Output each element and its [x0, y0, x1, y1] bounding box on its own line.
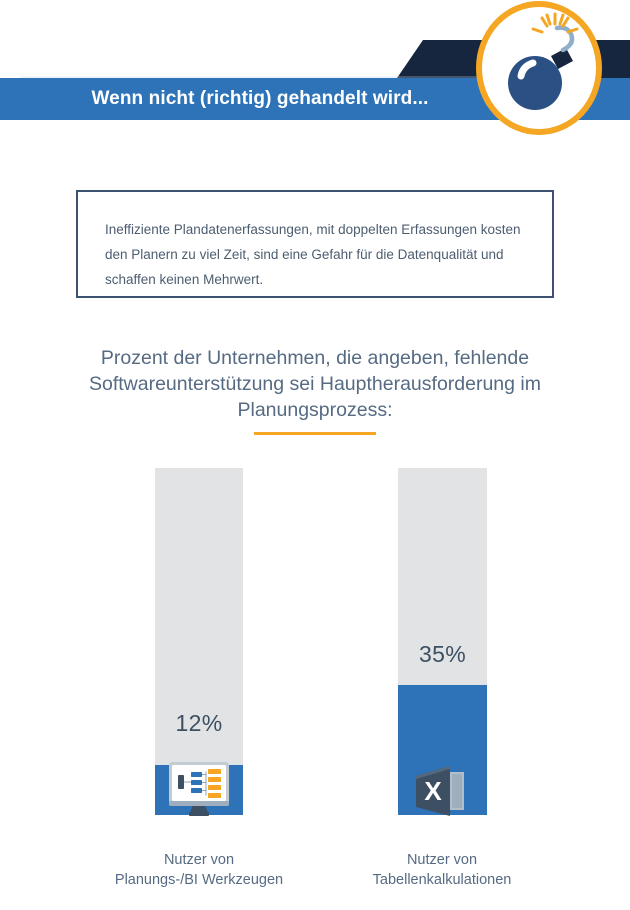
bi-dashboard-monitor-icon [169, 762, 229, 816]
page-header: Wenn nicht (richtig) gehandelt wird... [0, 0, 630, 140]
bar-value-label: 35% [419, 641, 466, 667]
chart-headline: Prozent der Unternehmen, die angeben, fe… [88, 347, 541, 421]
headline-divider [254, 432, 376, 435]
bar-category-line2: Planungs-/BI Werkzeugen [114, 872, 284, 888]
bar-category-line1: Nutzer von [406, 852, 478, 868]
bomb-highlight [517, 59, 537, 80]
bar-group-planning-bi: 12% [155, 468, 243, 816]
bar-category-label-spreadsheets: Nutzer von Tabellenkalkulationen [343, 850, 541, 890]
excel-file-icon: X [416, 766, 464, 816]
quote-text: Ineffiziente Plandatenerfassungen, mit d… [105, 222, 521, 287]
bomb-cap [551, 48, 573, 69]
bar-group-spreadsheets: 35% X [398, 468, 487, 816]
bomb-icon [476, 1, 602, 135]
bar-category-label-planning-bi: Nutzer von Planungs-/BI Werkzeugen [100, 850, 298, 890]
page-title: Wenn nicht (richtig) gehandelt wird... [91, 88, 429, 109]
bomb-fuse [554, 25, 575, 53]
bar-category-line2: Tabellenkalkulationen [372, 872, 512, 888]
bomb-spark [531, 12, 579, 34]
bar-track [155, 468, 243, 815]
svg-text:X: X [424, 776, 442, 806]
bar-category-line1: Nutzer von [163, 852, 235, 868]
header-hairline [20, 76, 580, 78]
quote-box: Ineffiziente Plandatenerfassungen, mit d… [76, 190, 554, 298]
bar-value-label: 12% [175, 710, 223, 736]
